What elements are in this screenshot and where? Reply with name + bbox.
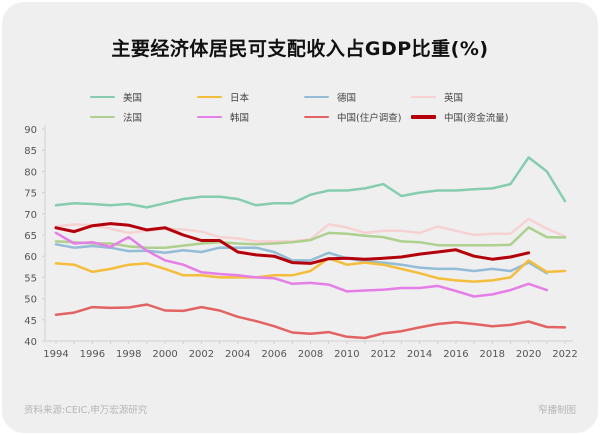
series-line-france (54, 226, 567, 249)
series-line-china-survey (54, 303, 567, 340)
legend-swatch-japan (197, 95, 222, 99)
source-note: 资料来源:CEIC,申万宏源研究 (24, 405, 148, 416)
series-line-japan (54, 257, 567, 283)
y-tick-label: 85 (24, 146, 37, 157)
legend-label-us: 美国 (123, 93, 143, 104)
x-tick-label: 1994 (43, 349, 68, 360)
legend-swatch-france (90, 115, 115, 119)
x-tick-label: 2004 (225, 349, 250, 360)
legend-item-china-survey: 中国(住户调查) (304, 110, 401, 124)
x-tick-label: 1998 (116, 349, 141, 360)
legend-swatch-uk (411, 95, 436, 99)
legend-label-korea: 韩国 (230, 113, 250, 124)
x-tick-label: 2000 (152, 349, 177, 360)
x-tick-label: 2014 (407, 349, 432, 360)
legend-item-germany: 德国 (304, 90, 356, 104)
legend-swatch-china-survey (304, 115, 329, 119)
x-tick-label: 2010 (334, 349, 359, 360)
series-line-china-flow (54, 222, 531, 265)
legend-item-uk: 英国 (411, 90, 463, 104)
y-tick-label: 60 (24, 252, 37, 263)
x-tick-label: 2018 (480, 349, 505, 360)
y-tick-label: 65 (24, 231, 37, 242)
legend-item-korea: 韩国 (197, 110, 249, 124)
y-tick-label: 50 (24, 295, 37, 306)
series-line-uk (54, 217, 567, 243)
legend-item-us: 美国 (90, 90, 142, 104)
legend-label-germany: 德国 (337, 93, 357, 104)
series-line-us (54, 156, 567, 209)
x-tick-label: 2008 (298, 349, 323, 360)
y-tick-label: 70 (24, 210, 37, 221)
legend-swatch-china-flow (411, 115, 436, 119)
legend-label-france: 法国 (123, 113, 143, 124)
x-tick-label: 1996 (80, 349, 105, 360)
x-tick-label: 2006 (261, 349, 286, 360)
legend-swatch-us (90, 95, 115, 99)
legend-item-france: 法国 (90, 110, 142, 124)
series-lines (54, 156, 567, 340)
legend-swatch-korea (197, 115, 222, 119)
legend-item-japan: 日本 (197, 90, 249, 104)
axes: 40 45 50 55 60 65 70 75 80 85 90 1994 1996 1998 2000 20… (24, 125, 578, 360)
legend-swatch-germany (304, 95, 329, 99)
x-tick-label: 2002 (189, 349, 214, 360)
x-tick-label: 2012 (370, 349, 395, 360)
legend-label-japan: 日本 (230, 93, 250, 104)
x-tick-label: 2020 (516, 349, 541, 360)
legend-label-uk: 英国 (444, 93, 464, 104)
legend-label-china-survey: 中国(住户调查) (337, 113, 402, 124)
x-tick-label: 2016 (443, 349, 468, 360)
x-tick-label: 2022 (552, 349, 577, 360)
legend-label-china-flow: 中国(资金流量) (444, 113, 509, 124)
y-tick-label: 40 (24, 337, 37, 348)
y-tick-label: 45 (24, 316, 37, 327)
chart-title: 主要经济体居民可支配收入占GDP比重(%) (111, 38, 489, 60)
y-tick-label: 90 (24, 125, 37, 136)
y-tick-label: 80 (24, 167, 37, 178)
credit-note: 窄播制图 (537, 405, 576, 416)
series-line-germany (54, 243, 549, 275)
y-tick-label: 75 (24, 189, 37, 200)
legend-item-china-flow: 中国(资金流量) (411, 110, 508, 124)
y-tick-label: 55 (24, 273, 37, 284)
series-line-korea (54, 231, 549, 298)
